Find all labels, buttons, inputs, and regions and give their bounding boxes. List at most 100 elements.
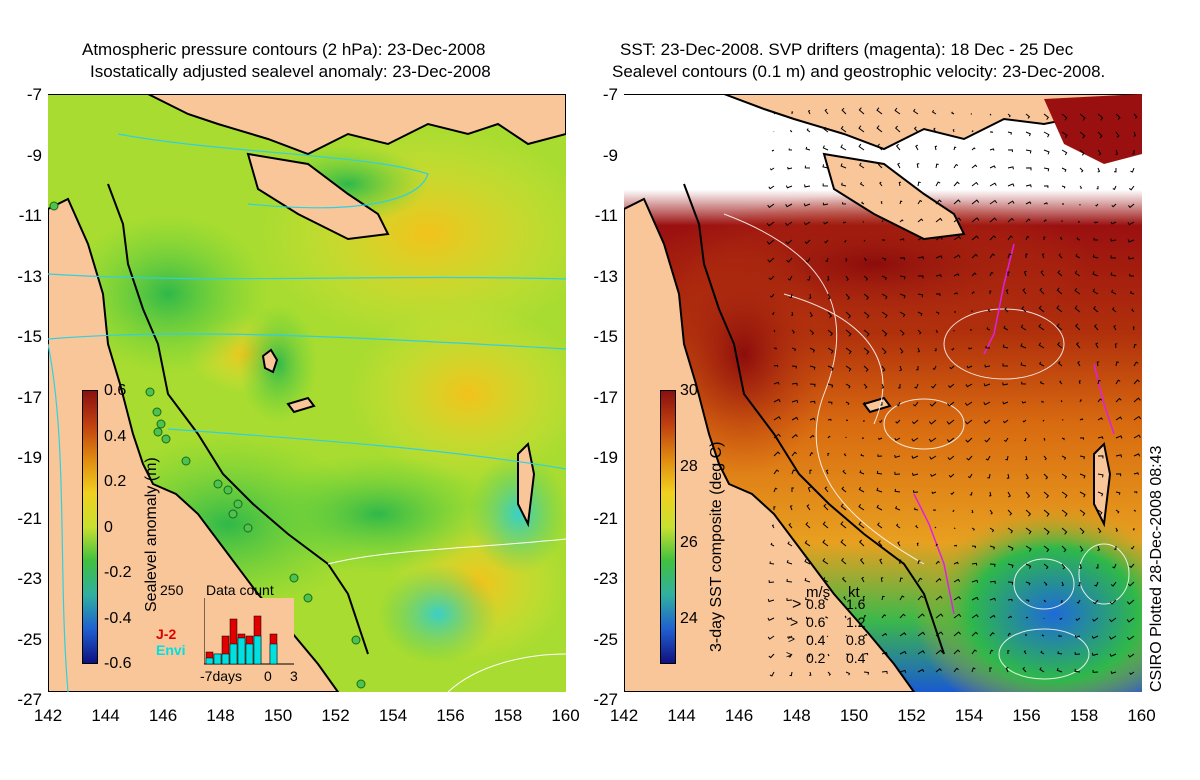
- velocity-arrow: [773, 347, 777, 350]
- velocity-arrow: [1097, 509, 1103, 515]
- x-tick-label: 156: [1012, 706, 1041, 725]
- velocity-arrow: [1043, 599, 1047, 603]
- legend-envi: Envi: [156, 642, 186, 658]
- velocity-arrow: [1076, 237, 1081, 241]
- velocity-arrow: [803, 221, 811, 226]
- velocity-arrow: [1097, 379, 1101, 385]
- velocity-arrow: [822, 521, 829, 529]
- velocity-arrow: [1114, 167, 1117, 173]
- velocity-arrow: [1111, 203, 1117, 208]
- velocity-arrow: [1043, 131, 1050, 138]
- velocity-arrow: [863, 383, 868, 389]
- velocity-arrow: [861, 201, 865, 205]
- velocity-arrow: [1079, 113, 1086, 121]
- velocity-arrow: [806, 128, 811, 133]
- velocity-arrow: [1025, 491, 1031, 499]
- velocity-arrow: [773, 469, 780, 475]
- velocity-arrow: [845, 329, 852, 337]
- velocity-arrow: [1074, 287, 1081, 295]
- velocity-arrow: [863, 275, 869, 281]
- velocity-arrow: [881, 293, 888, 300]
- velocity-arrow: [1021, 306, 1027, 313]
- velocity-arrow: [935, 560, 940, 565]
- velocity-arrow: [804, 165, 811, 169]
- velocity-arrow: [1025, 599, 1030, 602]
- velocity-arrow: [895, 419, 901, 424]
- data-count-max: 250: [160, 582, 184, 598]
- velocity-arrow: [1110, 221, 1117, 225]
- velocity-arrow: [971, 181, 979, 187]
- velocity-arrow: [989, 632, 995, 637]
- sealevel-anomaly-map: [48, 94, 566, 692]
- velocity-arrow: [1039, 287, 1045, 295]
- velocity-arrow: [881, 275, 887, 281]
- velocity-arrow: [804, 577, 811, 583]
- velocity-arrow: [863, 401, 867, 406]
- velocity-arrow: [822, 539, 829, 547]
- velocity-arrow: [789, 505, 793, 511]
- velocity-arrow: [1097, 167, 1101, 173]
- velocity-arrow: [899, 365, 903, 372]
- velocity-arrow: [917, 181, 921, 187]
- velocity-arrow: [1020, 324, 1027, 331]
- velocity-arrow: [1043, 167, 1050, 172]
- histogram-bar-envi: [213, 653, 222, 665]
- velocity-arrow: [1042, 419, 1045, 422]
- x-tick-label: 150: [263, 706, 293, 725]
- velocity-arrow: [791, 416, 799, 421]
- inset-x-label-start: -7days: [200, 668, 243, 684]
- velocity-arrow: [912, 401, 919, 407]
- velocity-arrow: [825, 469, 829, 475]
- velocity-arrow: [931, 109, 937, 115]
- velocity-arrow: [808, 653, 811, 657]
- velocity-arrow: [805, 257, 811, 263]
- y-tick-label: -13: [593, 266, 618, 286]
- velocity-arrow: [1109, 599, 1117, 605]
- velocity-arrow: [1061, 545, 1067, 553]
- velocity-arrow: [1114, 343, 1118, 349]
- velocity-arrow: [932, 365, 937, 371]
- right-title-line2: Sealevel contours (0.1 m) and geostrophi…: [612, 62, 1106, 81]
- velocity-arrow: [1126, 617, 1135, 623]
- velocity-arrow: [863, 633, 868, 637]
- velocity-arrow: [1025, 527, 1032, 535]
- velocity-arrow: [881, 632, 888, 637]
- velocity-arrow: [934, 526, 937, 529]
- velocity-arrow: [1133, 509, 1137, 512]
- velocity-arrow-icon: >: [786, 650, 792, 661]
- velocity-arrow: [786, 597, 793, 602]
- velocity-arrow: [881, 220, 884, 223]
- velocity-arrow: [785, 221, 793, 227]
- x-tick-label: 142: [33, 706, 63, 725]
- velocity-arrow: [968, 347, 973, 350]
- velocity-arrow: [1059, 236, 1063, 241]
- velocity-arrow: [1133, 343, 1137, 349]
- velocity-arrow: [858, 521, 865, 529]
- velocity-arrow: [917, 650, 925, 655]
- velocity-arrow: [1130, 167, 1135, 173]
- velocity-arrow: [1061, 527, 1068, 535]
- velocity-arrow: [930, 473, 937, 477]
- velocity-arrow: [1079, 149, 1085, 156]
- velocity-arrow: [806, 504, 811, 511]
- velocity-arrow: [809, 434, 815, 439]
- velocity-arrow: [842, 202, 847, 205]
- sst-colorbar-tick: 24: [680, 610, 698, 627]
- velocity-arrow: [1007, 598, 1013, 602]
- velocity-arrow: [791, 487, 794, 493]
- velocity-arrow: [1079, 473, 1086, 479]
- y-tick-label: -21: [593, 508, 618, 528]
- velocity-arrow: [1025, 545, 1032, 552]
- velocity-arrow: [934, 347, 937, 352]
- velocity-arrow: [917, 199, 923, 205]
- x-tick-label: 148: [206, 706, 235, 725]
- velocity-arrow: [1115, 527, 1119, 532]
- velocity-arrow: [1023, 650, 1027, 655]
- velocity-kt-value: 0.8: [846, 632, 866, 648]
- velocity-arrow: [1043, 149, 1050, 155]
- velocity-arrow: [876, 470, 883, 475]
- velocity-arrow: [898, 559, 902, 565]
- velocity-arrow: [807, 275, 811, 281]
- velocity-arrow: [935, 236, 943, 241]
- velocity-arrow: [1025, 167, 1032, 171]
